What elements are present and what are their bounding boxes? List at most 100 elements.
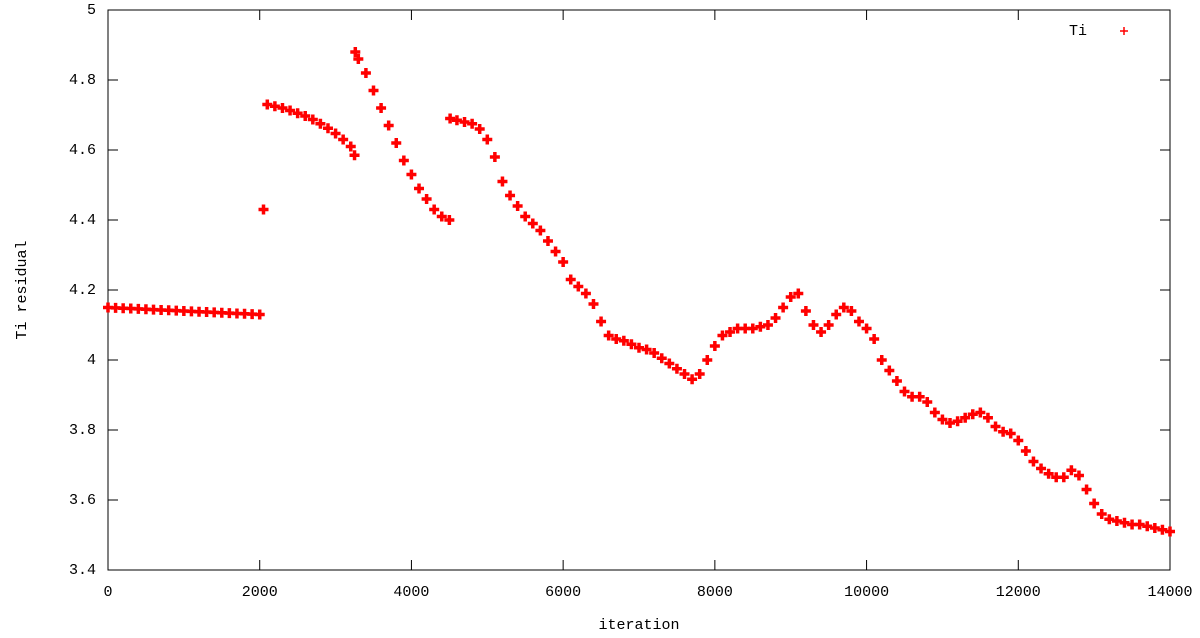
point — [512, 201, 523, 211]
point — [345, 141, 356, 152]
point — [709, 341, 720, 351]
point — [1096, 509, 1107, 519]
point — [778, 302, 789, 313]
point — [846, 306, 857, 316]
y-tick-label: 4 — [87, 352, 96, 369]
point — [353, 54, 364, 64]
point — [1066, 465, 1077, 476]
point — [254, 309, 265, 320]
x-tick-label: 6000 — [545, 584, 581, 601]
point — [277, 103, 288, 113]
legend-marker — [1120, 27, 1128, 35]
point — [444, 215, 455, 225]
point — [505, 190, 516, 201]
point — [368, 85, 379, 96]
point — [360, 68, 371, 78]
point — [808, 320, 819, 330]
point — [421, 194, 432, 204]
point — [322, 123, 333, 134]
y-tick-label: 3.8 — [69, 422, 96, 439]
point — [497, 176, 508, 187]
point — [535, 225, 546, 236]
point — [565, 274, 576, 285]
x-tick-label: 8000 — [697, 584, 733, 601]
point — [550, 246, 561, 257]
point — [467, 118, 478, 129]
point — [853, 316, 864, 327]
point — [482, 134, 493, 145]
point — [702, 355, 713, 365]
point — [391, 138, 402, 148]
point — [990, 421, 1001, 432]
point — [527, 218, 538, 229]
point — [861, 323, 872, 334]
point — [823, 320, 834, 330]
y-tick-label: 3.6 — [69, 492, 96, 509]
point — [785, 292, 796, 302]
point — [292, 108, 303, 119]
point — [580, 288, 591, 299]
x-tick-label: 14000 — [1147, 584, 1192, 601]
point — [1036, 463, 1047, 474]
point — [1005, 428, 1016, 439]
plot-border — [107, 9, 1171, 571]
point — [1013, 435, 1024, 446]
point — [596, 316, 607, 327]
point — [891, 376, 902, 386]
point — [671, 363, 682, 374]
legend-label: Ti — [1069, 23, 1087, 40]
point — [717, 330, 728, 341]
x-tick-label: 12000 — [996, 584, 1041, 601]
point — [762, 320, 773, 330]
point — [573, 281, 584, 292]
point — [770, 313, 781, 323]
point — [914, 391, 925, 402]
y-tick-label: 4.6 — [69, 142, 96, 159]
point — [952, 416, 963, 427]
point — [831, 309, 842, 320]
point — [338, 134, 349, 145]
y-tick-label: 4.2 — [69, 282, 96, 299]
point — [876, 355, 887, 365]
point — [285, 105, 296, 116]
y-tick-label: 5 — [87, 2, 96, 19]
x-tick-label: 0 — [103, 584, 112, 601]
point — [793, 288, 804, 299]
point — [436, 211, 447, 222]
point — [414, 183, 425, 194]
point — [1165, 526, 1175, 537]
point — [618, 335, 629, 346]
point — [1089, 498, 1100, 509]
point — [982, 412, 993, 423]
point — [1058, 472, 1069, 483]
point — [429, 204, 440, 215]
point — [649, 348, 660, 358]
point — [1043, 468, 1054, 479]
point — [838, 302, 849, 313]
x-tick-label: 4000 — [393, 584, 429, 601]
point — [376, 103, 387, 113]
point — [558, 257, 569, 267]
point — [300, 111, 311, 122]
point — [474, 124, 485, 134]
point — [899, 386, 910, 397]
point — [800, 306, 811, 316]
x-tick-label: 2000 — [242, 584, 278, 601]
point — [626, 339, 637, 350]
point — [687, 374, 698, 385]
point — [406, 169, 417, 180]
point — [960, 412, 971, 423]
point — [489, 152, 500, 162]
point — [664, 358, 675, 369]
point — [725, 327, 736, 337]
point — [350, 47, 361, 57]
point — [542, 236, 553, 246]
x-tick-label: 10000 — [844, 584, 889, 601]
point — [520, 211, 531, 222]
point — [1081, 484, 1092, 495]
point — [1073, 470, 1084, 481]
y-axis-label: Ti residual — [14, 240, 31, 339]
point — [307, 114, 318, 125]
